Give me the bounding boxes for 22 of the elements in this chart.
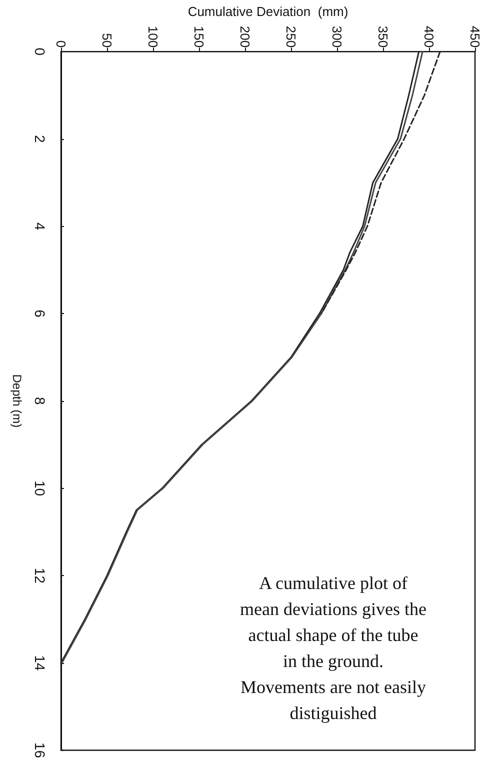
x-tick-label: 250 bbox=[284, 26, 298, 48]
x-tick-label: 350 bbox=[376, 26, 390, 48]
x-tick-label: 400 bbox=[422, 26, 436, 48]
x-tick-label: 450 bbox=[468, 26, 482, 48]
x-tick-label: 100 bbox=[146, 26, 160, 48]
y-tick-label: 14 bbox=[32, 655, 48, 671]
y-tick-label: 10 bbox=[32, 480, 48, 496]
y-tick-label: 4 bbox=[32, 222, 48, 230]
x-tick-label: 200 bbox=[238, 26, 252, 48]
y-tick-label: 6 bbox=[32, 310, 48, 318]
y-tick-label: 12 bbox=[32, 568, 48, 584]
x-tick-label: 300 bbox=[330, 26, 344, 48]
annotation: A cumulative plot of mean deviations gives the actual shape of the tube in the ground. Movements are not easily distiguished bbox=[240, 573, 426, 723]
x-tick-label: 50 bbox=[100, 33, 114, 48]
y-axis-title: Depth (m) bbox=[10, 374, 24, 428]
x-tick-label: 0 bbox=[54, 40, 68, 48]
x-tick-label: 150 bbox=[192, 26, 206, 48]
y-tick-label: 0 bbox=[32, 48, 48, 56]
x-axis-title: Cumulative Deviation (mm) bbox=[188, 4, 348, 19]
y-tick-label: 8 bbox=[32, 397, 48, 406]
y-tick-label: 16 bbox=[32, 742, 48, 758]
y-tick-label: 2 bbox=[32, 135, 48, 144]
